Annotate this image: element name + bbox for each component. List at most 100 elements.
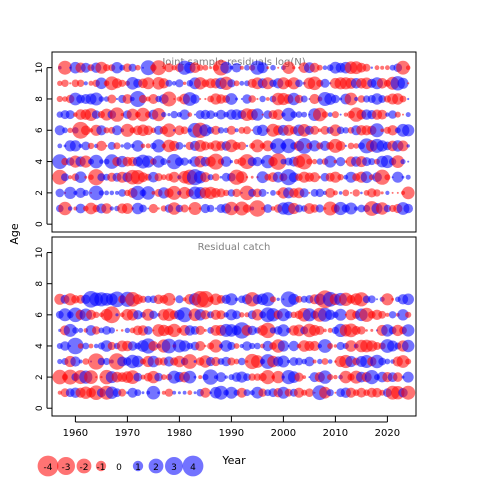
residual-bubble [243, 389, 251, 397]
residual-bubble [216, 310, 226, 320]
residual-bubble [158, 78, 169, 89]
residual-bubble [376, 202, 389, 215]
residual-bubble [373, 342, 381, 350]
residual-bubble [308, 191, 311, 194]
residual-bubble [103, 64, 111, 72]
residual-bubble [405, 311, 412, 318]
residual-bubble [171, 81, 177, 86]
residual-bubble [52, 154, 68, 170]
residual-bubble [152, 155, 165, 168]
residual-bubble [154, 372, 163, 382]
residual-bubble [270, 138, 286, 154]
residual-bubble [233, 343, 240, 349]
residual-bubble [227, 357, 236, 366]
residual-bubble [397, 77, 409, 89]
residual-bubble [168, 171, 180, 183]
residual-bubble [58, 201, 72, 216]
residual-bubble [282, 61, 295, 74]
residual-bubble [109, 190, 115, 196]
residual-bubble [402, 293, 415, 306]
residual-bubble [365, 329, 368, 332]
residual-bubble [141, 391, 145, 395]
residual-bubble [402, 113, 404, 116]
residual-bubble [397, 140, 409, 152]
residual-bubble [175, 79, 184, 88]
legend-bubble [37, 455, 59, 477]
residual-bubble [160, 174, 167, 181]
residual-bubble [284, 311, 293, 319]
residual-bubble [261, 77, 274, 90]
residual-bubble [57, 80, 63, 87]
residual-bubble [226, 125, 236, 135]
residual-bubble [387, 125, 398, 136]
residual-bubble [258, 188, 267, 197]
residual-bubble [402, 339, 415, 353]
x-tick-label: 1970 [115, 428, 140, 439]
residual-bubble [225, 93, 238, 105]
residual-bubble [216, 188, 226, 198]
residual-bubble [126, 108, 139, 121]
legend-bubble [95, 460, 107, 472]
residual-bubble [232, 310, 242, 320]
residual-bubble [392, 171, 404, 183]
residual-bubble [326, 389, 334, 397]
residual-bubble [353, 206, 359, 211]
residual-bubble [317, 358, 323, 365]
residual-bubble [254, 342, 261, 350]
residual-bubble [325, 309, 336, 320]
residual-bubble [193, 375, 197, 379]
residual-bubble [362, 157, 372, 167]
residual-bubble [135, 64, 141, 71]
residual-bubble [79, 155, 92, 168]
residual-bubble [122, 94, 133, 104]
legend-label: 1 [135, 463, 141, 473]
residual-bubble [173, 355, 186, 368]
residual-bubble [112, 125, 122, 136]
residual-bubble [362, 63, 371, 72]
residual-bubble [276, 297, 280, 301]
residual-bubble [294, 372, 304, 382]
residual-bubble [295, 79, 303, 88]
residual-bubble [157, 207, 160, 210]
residual-bubble [120, 123, 134, 137]
plot-frame [51, 51, 417, 233]
residual-bubble [322, 65, 328, 70]
residual-bubble [96, 125, 107, 136]
residual-bubble [304, 356, 315, 367]
residual-bubble [385, 312, 390, 317]
residual-bubble [69, 82, 72, 85]
residual-bubble [296, 138, 313, 154]
residual-bubble [324, 155, 337, 168]
residual-bubble [356, 387, 367, 398]
residual-bubble [370, 66, 373, 69]
residual-bubble [252, 156, 263, 167]
residual-bubble [367, 188, 377, 198]
residual-bubble [388, 311, 397, 319]
residual-bubble [378, 95, 387, 103]
residual-bubble [407, 97, 410, 101]
residual-bubble [251, 309, 264, 321]
residual-bubble [277, 340, 289, 352]
bubble-series [52, 59, 415, 217]
residual-bubble [64, 186, 77, 199]
residual-bubble [88, 80, 94, 86]
residual-bubble [243, 373, 251, 381]
residual-bubble [98, 190, 105, 196]
residual-bubble [270, 64, 276, 71]
residual-bubble [234, 297, 239, 302]
residual-bubble [195, 341, 206, 351]
residual-bubble [187, 390, 193, 396]
residual-bubble [115, 190, 119, 195]
residual-bubble [347, 142, 355, 150]
residual-bubble [160, 158, 168, 166]
residual-bubble [108, 327, 116, 334]
y-tick-label: 0 [35, 405, 45, 411]
residual-bubble [372, 387, 382, 398]
residual-bubble [120, 329, 124, 332]
residual-bubble [232, 188, 241, 198]
residual-bubble [183, 144, 187, 148]
residual-bubble [77, 343, 84, 349]
residual-bubble [179, 109, 190, 120]
residual-bubble [320, 125, 330, 135]
residual-bubble [320, 78, 330, 88]
